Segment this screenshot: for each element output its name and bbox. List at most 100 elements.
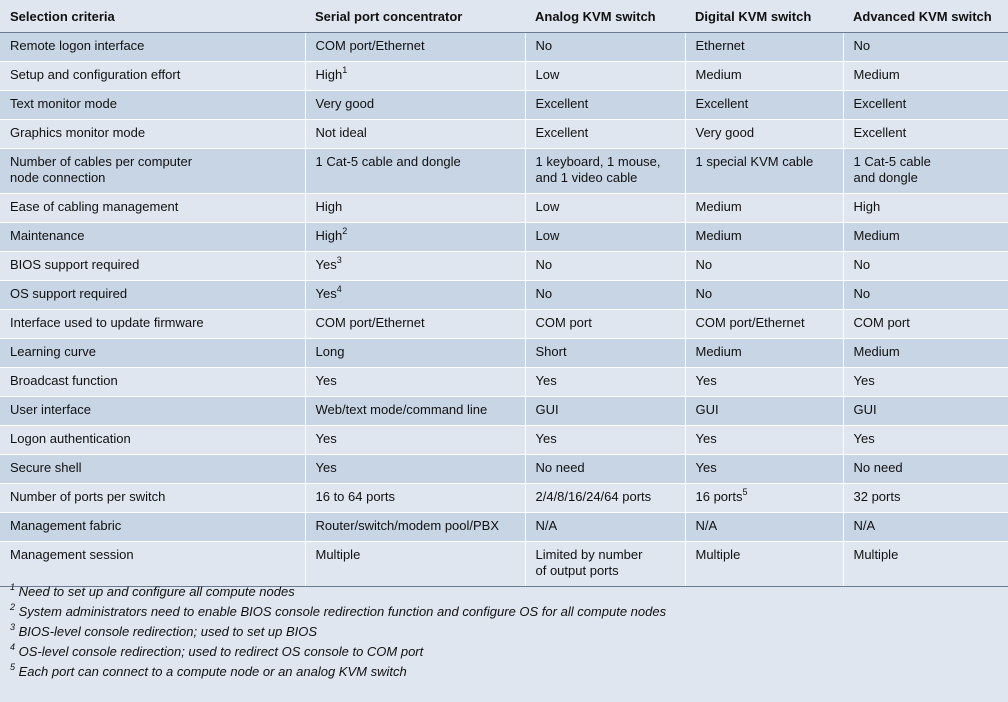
value-cell: Short: [525, 338, 686, 368]
cell-text: Medium: [853, 67, 900, 82]
value-cell: Yes4: [305, 280, 526, 310]
value-cell: COM port/Ethernet: [305, 309, 526, 339]
cell-text: Excellent: [695, 96, 749, 111]
value-cell: 1 Cat-5 cable and dongle: [843, 148, 1008, 194]
cell-text: No: [695, 286, 713, 301]
value-cell: High: [305, 193, 526, 223]
value-cell: 1 keyboard, 1 mouse, and 1 video cable: [525, 148, 686, 194]
col-header-serial-port-concentrator: Serial port concentrator: [305, 0, 525, 33]
cell-text: Number of cables per computer: [10, 154, 193, 169]
footnote: 2 System administrators need to enable B…: [10, 602, 666, 622]
footnote-text: Each port can connect to a compute node …: [15, 664, 407, 679]
cell-text: Multiple: [695, 547, 741, 562]
footnote-text: System administrators need to enable BIO…: [15, 604, 667, 619]
value-cell: No: [525, 32, 686, 62]
value-cell: 1 special KVM cable: [685, 148, 844, 194]
value-cell: Yes: [305, 454, 526, 484]
value-cell: No need: [843, 454, 1008, 484]
footnote-number: 4: [10, 642, 16, 652]
col-header-selection-criteria: Selection criteria: [0, 0, 305, 33]
cell-text-line2: and 1 video cable: [535, 170, 638, 185]
table-row: Graphics monitor mode Not ideal Excellent V…: [0, 119, 1008, 149]
footnote-number: 3: [10, 622, 16, 632]
criterion-cell: Number of cables per computer node connec…: [0, 148, 306, 194]
cell-text: Excellent: [853, 96, 907, 111]
cell-text: Excellent: [535, 96, 589, 111]
value-cell: No: [525, 251, 686, 281]
table-row: Maintenance High2 Low Medium Medium: [0, 222, 1008, 252]
cell-text: N/A: [853, 518, 876, 533]
cell-text: COM port: [853, 315, 910, 330]
criterion-cell: Maintenance: [0, 222, 306, 252]
footnote-number: 5: [10, 662, 16, 672]
cell-text: GUI: [695, 402, 719, 417]
value-cell: Excellent: [525, 90, 686, 120]
cell-text: Management fabric: [10, 518, 122, 533]
cell-text: Learning curve: [10, 344, 96, 359]
value-cell: Yes: [525, 425, 686, 455]
footnotes: 1 Need to set up and configure all compu…: [10, 582, 666, 682]
cell-text: Long: [315, 344, 345, 359]
cell-text-line2: of output ports: [535, 563, 619, 578]
cell-text: 1 Cat-5 cable: [853, 154, 931, 169]
value-cell: N/A: [843, 512, 1008, 542]
value-cell: Yes: [525, 367, 686, 397]
cell-text: 2/4/8/16/24/64 ports: [535, 489, 652, 504]
cell-text: Limited by number: [535, 547, 643, 562]
footnote-ref: 2: [342, 226, 348, 236]
cell-text: COM port/Ethernet: [695, 315, 805, 330]
value-cell: 2/4/8/16/24/64 ports: [525, 483, 686, 513]
criterion-cell: Logon authentication: [0, 425, 306, 455]
criterion-cell: Text monitor mode: [0, 90, 306, 120]
table-row: Secure shell Yes No need Yes No need: [0, 454, 1008, 484]
cell-text: Medium: [695, 344, 742, 359]
cell-text: Medium: [695, 67, 742, 82]
cell-text: High: [853, 199, 881, 214]
table-header: Selection criteria Serial port concentrat…: [0, 0, 1008, 33]
value-cell: GUI: [525, 396, 686, 426]
footnote: 4 OS-level console redirection; used to …: [10, 642, 666, 662]
value-cell: Not ideal: [305, 119, 526, 149]
cell-text: Yes: [315, 373, 337, 388]
cell-text: Very good: [695, 125, 755, 140]
cell-text: Yes: [695, 431, 717, 446]
cell-text: No need: [535, 460, 585, 475]
cell-text: Secure shell: [10, 460, 82, 475]
value-cell: Medium: [685, 338, 844, 368]
value-cell: Low: [525, 61, 686, 91]
table-row: Logon authentication Yes Yes Yes Yes: [0, 425, 1008, 455]
cell-text: Medium: [853, 228, 900, 243]
cell-text: High: [315, 67, 343, 82]
value-cell: Very good: [685, 119, 844, 149]
value-cell: No: [843, 32, 1008, 62]
criterion-cell: Setup and configuration effort: [0, 61, 306, 91]
cell-text-line2: node connection: [10, 170, 106, 185]
value-cell: Web/text mode/command line: [305, 396, 526, 426]
table-row: Number of ports per switch 16 to 64 ports…: [0, 483, 1008, 513]
value-cell: COM port/Ethernet: [305, 32, 526, 62]
cell-text: Yes: [535, 431, 557, 446]
value-cell: Low: [525, 193, 686, 223]
cell-text: High: [315, 199, 343, 214]
table-row: Management session Multiple Limited by num…: [0, 541, 1008, 587]
value-cell: Medium: [685, 222, 844, 252]
header-row: Selection criteria Serial port concentrat…: [0, 0, 1008, 33]
cell-text: Low: [535, 199, 560, 214]
criterion-cell: Broadcast function: [0, 367, 306, 397]
cell-text: Multiple: [853, 547, 899, 562]
footnote: 5 Each port can connect to a compute nod…: [10, 662, 666, 682]
footnote-number: 2: [10, 602, 16, 612]
footnote-number: 1: [10, 582, 16, 592]
cell-text: Remote logon interface: [10, 38, 145, 53]
value-cell: GUI: [685, 396, 844, 426]
cell-text: User interface: [10, 402, 91, 417]
cell-text: Yes: [853, 373, 875, 388]
cell-text: Router/switch/modem pool/PBX: [315, 518, 500, 533]
cell-text: Yes: [535, 373, 557, 388]
value-cell: Excellent: [843, 90, 1008, 120]
criterion-cell: Interface used to update firmware: [0, 309, 306, 339]
value-cell: Excellent: [525, 119, 686, 149]
cell-text: GUI: [535, 402, 559, 417]
cell-text: Yes: [695, 373, 717, 388]
